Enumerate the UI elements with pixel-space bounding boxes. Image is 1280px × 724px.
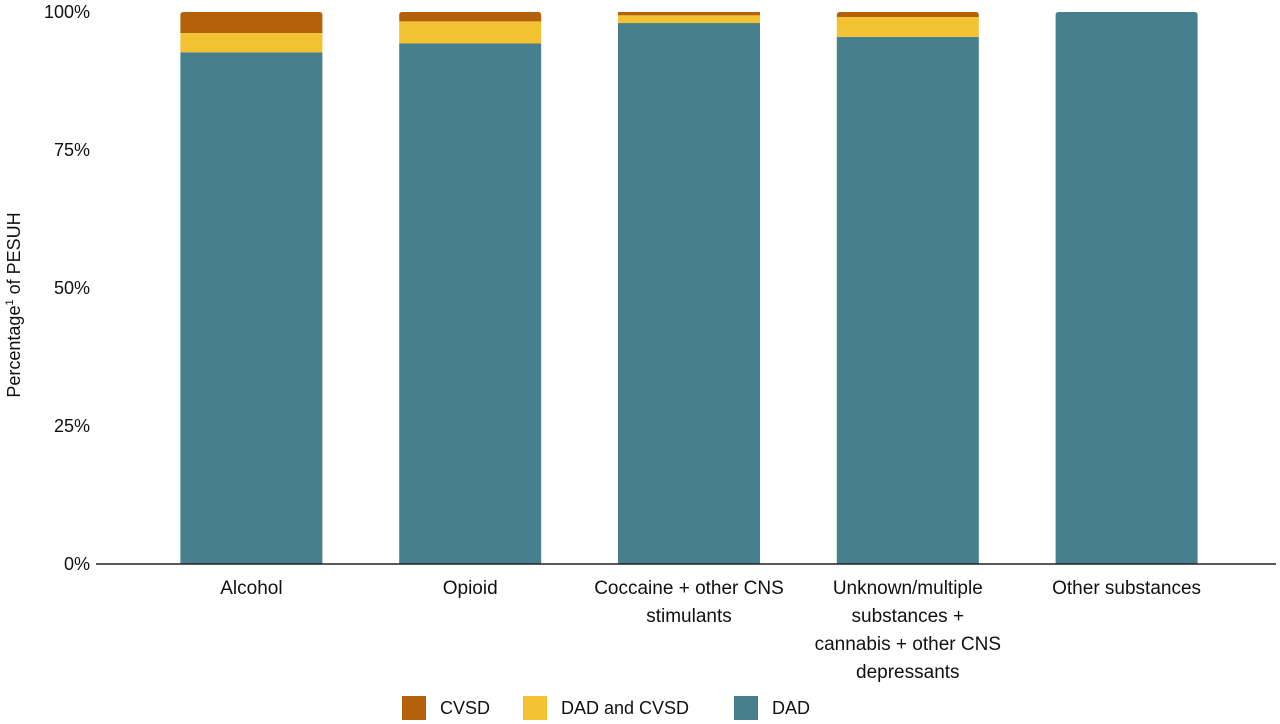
y-tick-label: 100% [44,2,90,22]
bar-segment-dad [399,43,542,565]
category-labels: Alcohol Opioid Coccaine + other CNS stimula… [220,578,1201,683]
legend: CVSD DAD and CVSD DAD [402,696,810,720]
bar-segment-dad [1055,12,1198,564]
bar-segment-dad-and-cvsd [399,21,542,44]
y-tick-label: 75% [54,140,90,160]
bar-segment-dad-and-cvsd [618,15,760,24]
bar-segment-dad-and-cvsd [180,32,323,53]
legend-label: CVSD [440,698,490,718]
bar-segment-cvsd [180,12,323,33]
bar-segment-dad-and-cvsd [836,16,979,37]
y-axis-label-superscript: 1 [4,299,16,305]
x-category-label: Other substances [1052,578,1201,599]
x-category-label: Coccaine + other CNS stimulants [594,578,784,627]
bar-segment-dad [618,23,760,565]
bar-segment-cvsd [836,12,979,17]
y-tick-label: 50% [54,278,90,298]
bar-segment-cvsd [399,12,542,22]
legend-swatch [734,696,758,720]
legend-label: DAD and CVSD [561,698,689,718]
x-category-label: Alcohol [220,578,282,599]
bar-segment-dad [836,36,979,564]
bar-segment-dad [180,52,323,565]
x-category-label: Unknown/multiple substances + cannabis + o… [815,578,1001,683]
bar-segment-cvsd [618,12,760,16]
bars [180,12,1198,565]
y-tick-label: 25% [54,416,90,436]
y-axis-label-rest: of PESUH [4,212,24,299]
legend-swatch [402,696,426,720]
y-axis-label: Percentage1 of PESUH [4,212,24,397]
legend-label: DAD [772,698,810,718]
x-category-label: Opioid [443,578,498,599]
y-tick-label: 0% [64,554,90,574]
legend-swatch [523,696,547,720]
y-axis-label-main: Percentage [4,306,24,398]
y-axis-ticks: 0% 25% 50% 75% 100% [44,2,90,574]
